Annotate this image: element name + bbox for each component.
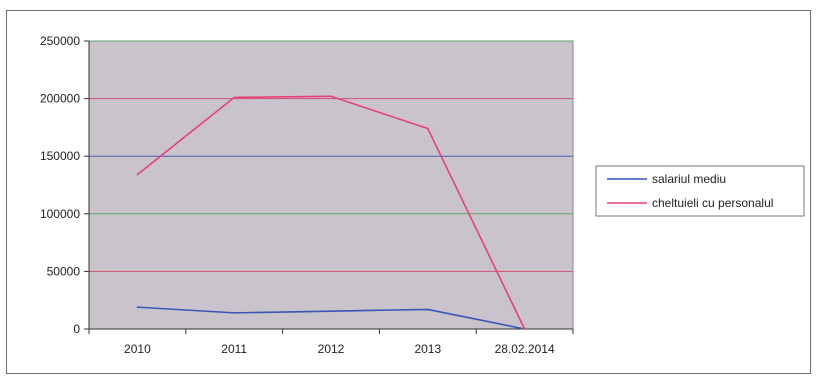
legend-label: cheltuieli cu personalul <box>652 196 773 210</box>
legend: salariul mediu cheltuieli cu personalul <box>595 165 805 217</box>
y-tick-label: 200000 <box>40 92 80 106</box>
data-point <box>330 310 332 312</box>
y-tick-label: 150000 <box>40 149 80 163</box>
x-tick-label: 28.02.2014 <box>495 342 555 356</box>
y-tick-label: 250000 <box>40 34 80 48</box>
series-lines <box>136 95 526 330</box>
legend-label: salariul mediu <box>652 172 726 186</box>
data-point <box>523 328 526 330</box>
plot-area <box>88 40 574 330</box>
x-tick-label: 2012 <box>318 342 345 356</box>
x-tick-label: 2013 <box>414 342 441 356</box>
data-point <box>427 308 429 311</box>
data-point <box>233 96 235 99</box>
data-point <box>233 312 235 314</box>
data-point <box>427 127 429 130</box>
legend-box <box>595 165 805 217</box>
gridlines <box>89 40 573 272</box>
x-tick-label: 2011 <box>221 342 247 356</box>
data-point <box>330 95 332 98</box>
y-tick-label: 0 <box>73 322 80 336</box>
data-point <box>136 306 139 308</box>
y-tick-label: 100000 <box>40 207 80 221</box>
plot-background <box>88 40 574 330</box>
y-tick-label: 50000 <box>47 264 81 278</box>
x-axis: 2010 2011 2012 2013 28.02.2014 <box>88 328 574 356</box>
x-tick-label: 2010 <box>124 342 151 356</box>
chart-frame: 0 50000 100000 150000 200000 250000 2010 2011 2… <box>6 10 811 374</box>
y-axis: 0 50000 100000 150000 200000 250000 <box>40 34 90 336</box>
data-point <box>136 173 139 176</box>
